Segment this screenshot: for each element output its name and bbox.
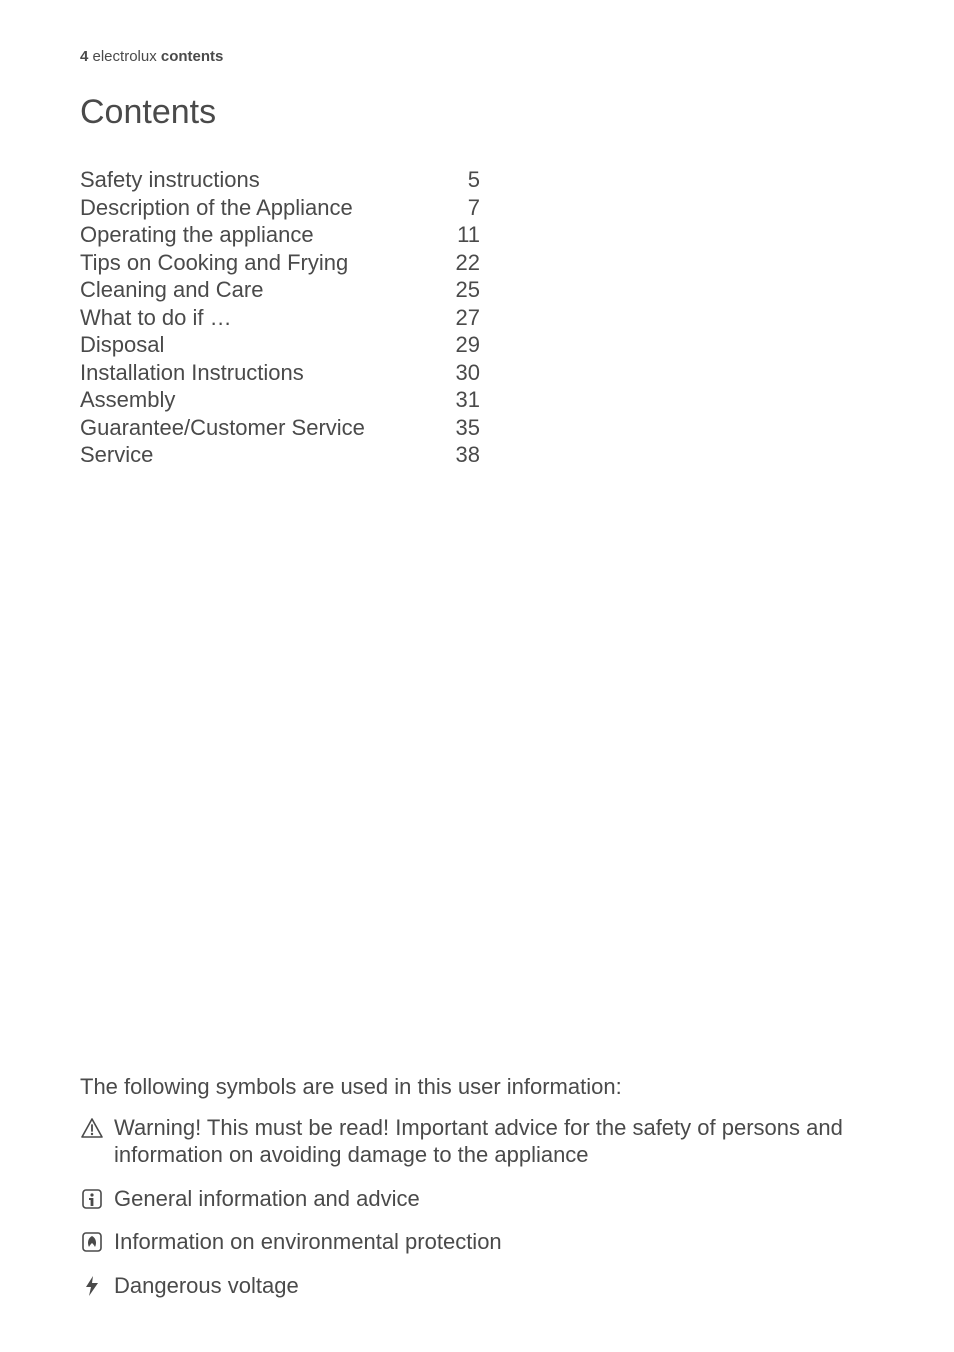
toc-row: Tips on Cooking and Frying22 [80,249,480,277]
page-header: 4 electrolux contents [80,48,874,65]
symbol-description: Dangerous voltage [114,1272,874,1300]
toc-item-page: 29 [440,331,480,359]
leaf-box-icon [80,1230,114,1254]
toc-row: What to do if …27 [80,304,480,332]
toc-item-title: Service [80,441,440,469]
symbols-intro-text: The following symbols are used in this u… [80,1074,874,1100]
toc-item-page: 31 [440,386,480,414]
table-of-contents: Safety instructions5Description of the A… [80,166,480,469]
toc-item-title: Operating the appliance [80,221,440,249]
toc-item-page: 11 [440,221,480,249]
symbol-description: Warning! This must be read! Important ad… [114,1114,874,1169]
symbol-description: General information and advice [114,1185,874,1213]
symbols-legend: Warning! This must be read! Important ad… [80,1114,874,1300]
page-title: Contents [80,93,874,132]
toc-item-page: 5 [440,166,480,194]
symbol-row: General information and advice [80,1185,874,1213]
symbol-row: Warning! This must be read! Important ad… [80,1114,874,1169]
toc-item-page: 35 [440,414,480,442]
toc-row: Service38 [80,441,480,469]
voltage-icon [80,1274,114,1298]
toc-item-title: Guarantee/Customer Service [80,414,440,442]
symbol-row: Information on environmental protection [80,1228,874,1256]
toc-item-title: Cleaning and Care [80,276,440,304]
toc-item-title: What to do if … [80,304,440,332]
symbol-row: Dangerous voltage [80,1272,874,1300]
warning-triangle-icon [80,1116,114,1140]
toc-item-page: 25 [440,276,480,304]
toc-row: Installation Instructions30 [80,359,480,387]
toc-item-title: Tips on Cooking and Frying [80,249,440,277]
toc-item-title: Description of the Appliance [80,194,440,222]
toc-item-page: 30 [440,359,480,387]
toc-row: Safety instructions5 [80,166,480,194]
toc-item-title: Installation Instructions [80,359,440,387]
toc-row: Disposal29 [80,331,480,359]
toc-item-page: 38 [440,441,480,469]
toc-item-page: 7 [440,194,480,222]
brand-name: electrolux [88,48,161,65]
section-name: contents [161,48,224,65]
toc-item-page: 27 [440,304,480,332]
symbol-description: Information on environmental protection [114,1228,874,1256]
toc-row: Assembly31 [80,386,480,414]
toc-item-title: Safety instructions [80,166,440,194]
toc-row: Operating the appliance11 [80,221,480,249]
toc-item-page: 22 [440,249,480,277]
toc-item-title: Disposal [80,331,440,359]
toc-row: Guarantee/Customer Service35 [80,414,480,442]
toc-item-title: Assembly [80,386,440,414]
toc-row: Description of the Appliance7 [80,194,480,222]
toc-row: Cleaning and Care25 [80,276,480,304]
info-box-icon [80,1187,114,1211]
